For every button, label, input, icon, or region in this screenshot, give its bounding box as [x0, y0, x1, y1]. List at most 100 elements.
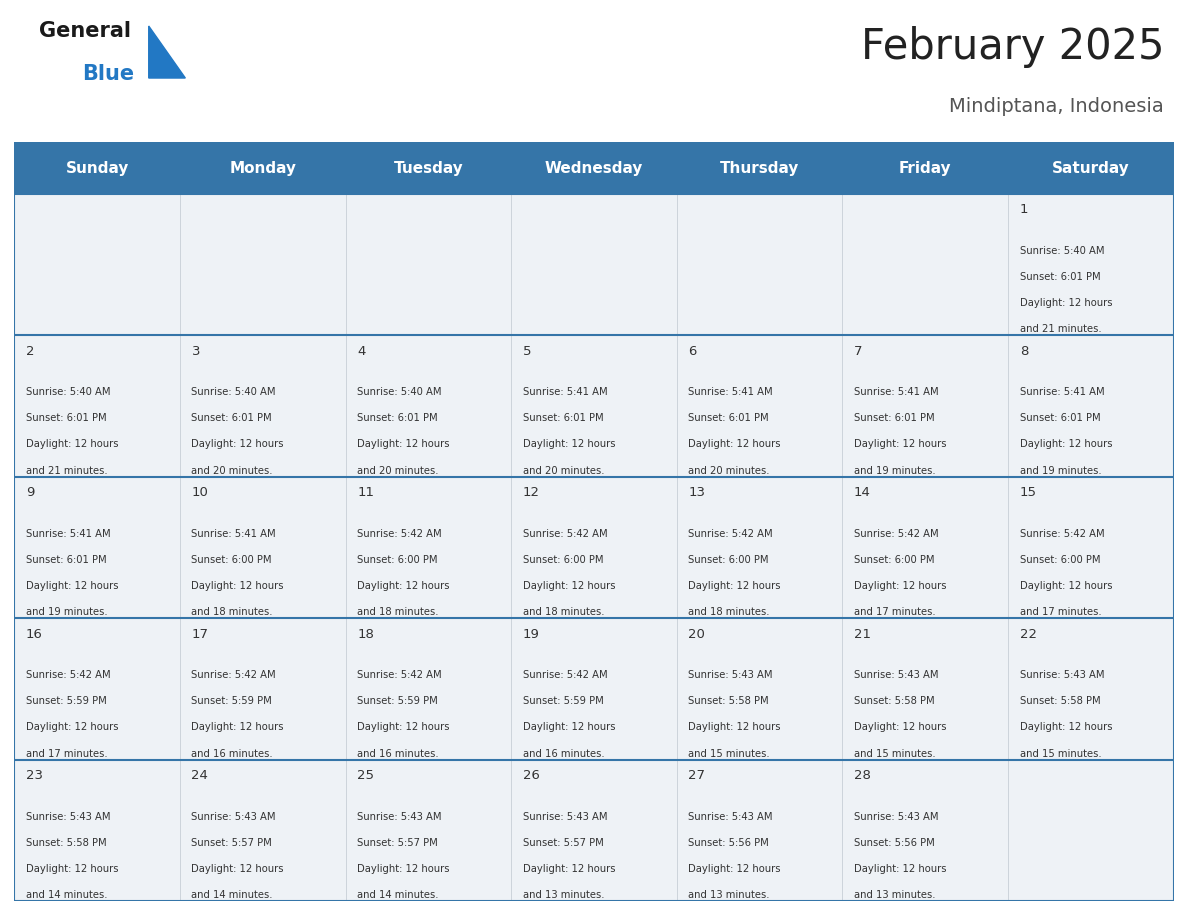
- Text: 14: 14: [854, 486, 871, 499]
- Text: and 14 minutes.: and 14 minutes.: [26, 890, 107, 901]
- Text: Sunrise: 5:42 AM: Sunrise: 5:42 AM: [358, 529, 442, 539]
- Text: Sunset: 6:01 PM: Sunset: 6:01 PM: [1019, 272, 1100, 282]
- Text: and 18 minutes.: and 18 minutes.: [358, 607, 438, 617]
- Text: 12: 12: [523, 486, 539, 499]
- Text: 11: 11: [358, 486, 374, 499]
- Text: Sunrise: 5:43 AM: Sunrise: 5:43 AM: [688, 670, 773, 680]
- Text: 20: 20: [688, 628, 706, 641]
- Text: Sunrise: 5:40 AM: Sunrise: 5:40 AM: [1019, 245, 1104, 255]
- Text: Sunset: 6:00 PM: Sunset: 6:00 PM: [1019, 554, 1100, 565]
- Text: and 18 minutes.: and 18 minutes.: [191, 607, 273, 617]
- Text: Daylight: 12 hours: Daylight: 12 hours: [854, 864, 947, 874]
- Text: 3: 3: [191, 344, 200, 357]
- Text: and 15 minutes.: and 15 minutes.: [1019, 748, 1101, 758]
- Text: and 19 minutes.: and 19 minutes.: [854, 465, 936, 476]
- Text: 23: 23: [26, 769, 43, 782]
- Text: Daylight: 12 hours: Daylight: 12 hours: [523, 581, 615, 591]
- Text: General: General: [39, 21, 131, 41]
- Bar: [14, 335, 1174, 477]
- Text: and 18 minutes.: and 18 minutes.: [688, 607, 770, 617]
- Text: 28: 28: [854, 769, 871, 782]
- Text: Sunrise: 5:42 AM: Sunrise: 5:42 AM: [1019, 529, 1105, 539]
- Bar: [14, 619, 1174, 760]
- Bar: [14, 477, 1174, 619]
- Text: 26: 26: [523, 769, 539, 782]
- Text: Daylight: 12 hours: Daylight: 12 hours: [358, 581, 449, 591]
- Bar: [14, 142, 1174, 194]
- Text: 2: 2: [26, 344, 34, 357]
- Text: 8: 8: [1019, 344, 1028, 357]
- Text: 16: 16: [26, 628, 43, 641]
- Text: Sunrise: 5:41 AM: Sunrise: 5:41 AM: [1019, 387, 1105, 397]
- Text: and 19 minutes.: and 19 minutes.: [26, 607, 107, 617]
- Text: Sunset: 6:00 PM: Sunset: 6:00 PM: [523, 554, 604, 565]
- Text: Mindiptana, Indonesia: Mindiptana, Indonesia: [949, 97, 1164, 117]
- Text: Sunset: 5:59 PM: Sunset: 5:59 PM: [26, 696, 107, 706]
- Text: Sunrise: 5:40 AM: Sunrise: 5:40 AM: [26, 387, 110, 397]
- Text: and 20 minutes.: and 20 minutes.: [523, 465, 605, 476]
- Text: Sunrise: 5:42 AM: Sunrise: 5:42 AM: [854, 529, 939, 539]
- Text: and 21 minutes.: and 21 minutes.: [1019, 324, 1101, 334]
- Text: Sunset: 5:58 PM: Sunset: 5:58 PM: [688, 696, 769, 706]
- Bar: [14, 194, 1174, 335]
- Text: Sunset: 5:57 PM: Sunset: 5:57 PM: [358, 838, 438, 847]
- Text: Daylight: 12 hours: Daylight: 12 hours: [191, 722, 284, 733]
- Text: Sunrise: 5:41 AM: Sunrise: 5:41 AM: [854, 387, 939, 397]
- Text: Daylight: 12 hours: Daylight: 12 hours: [358, 722, 449, 733]
- Text: 22: 22: [1019, 628, 1037, 641]
- Text: Sunset: 5:59 PM: Sunset: 5:59 PM: [191, 696, 272, 706]
- Text: Daylight: 12 hours: Daylight: 12 hours: [854, 440, 947, 450]
- Text: Sunset: 6:00 PM: Sunset: 6:00 PM: [358, 554, 437, 565]
- Text: Sunrise: 5:43 AM: Sunrise: 5:43 AM: [854, 812, 939, 822]
- Text: Sunset: 6:01 PM: Sunset: 6:01 PM: [26, 413, 107, 423]
- Text: 9: 9: [26, 486, 34, 499]
- Text: 21: 21: [854, 628, 871, 641]
- Text: Sunrise: 5:43 AM: Sunrise: 5:43 AM: [191, 812, 276, 822]
- Text: Sunrise: 5:43 AM: Sunrise: 5:43 AM: [688, 812, 773, 822]
- Text: Sunset: 5:56 PM: Sunset: 5:56 PM: [854, 838, 935, 847]
- Text: Sunset: 5:56 PM: Sunset: 5:56 PM: [688, 838, 769, 847]
- Text: Friday: Friday: [899, 161, 952, 175]
- Text: and 13 minutes.: and 13 minutes.: [854, 890, 936, 901]
- Text: 25: 25: [358, 769, 374, 782]
- Text: 13: 13: [688, 486, 706, 499]
- Text: Sunset: 6:00 PM: Sunset: 6:00 PM: [854, 554, 935, 565]
- Text: 6: 6: [688, 344, 697, 357]
- Text: 10: 10: [191, 486, 208, 499]
- Text: Sunset: 5:59 PM: Sunset: 5:59 PM: [358, 696, 438, 706]
- Text: Sunset: 6:00 PM: Sunset: 6:00 PM: [191, 554, 272, 565]
- Text: Sunrise: 5:40 AM: Sunrise: 5:40 AM: [358, 387, 442, 397]
- Text: and 14 minutes.: and 14 minutes.: [191, 890, 273, 901]
- Text: Sunset: 5:59 PM: Sunset: 5:59 PM: [523, 696, 604, 706]
- Text: Daylight: 12 hours: Daylight: 12 hours: [26, 581, 119, 591]
- Polygon shape: [148, 26, 185, 78]
- Text: Daylight: 12 hours: Daylight: 12 hours: [688, 581, 781, 591]
- Text: and 16 minutes.: and 16 minutes.: [523, 748, 605, 758]
- Text: Sunset: 6:01 PM: Sunset: 6:01 PM: [26, 554, 107, 565]
- Text: Daylight: 12 hours: Daylight: 12 hours: [1019, 440, 1112, 450]
- Text: 7: 7: [854, 344, 862, 357]
- Text: Daylight: 12 hours: Daylight: 12 hours: [191, 864, 284, 874]
- Text: Sunrise: 5:42 AM: Sunrise: 5:42 AM: [191, 670, 276, 680]
- Text: Sunrise: 5:42 AM: Sunrise: 5:42 AM: [523, 670, 607, 680]
- Text: Daylight: 12 hours: Daylight: 12 hours: [688, 440, 781, 450]
- Text: Daylight: 12 hours: Daylight: 12 hours: [854, 722, 947, 733]
- Text: Sunrise: 5:41 AM: Sunrise: 5:41 AM: [26, 529, 110, 539]
- Text: Daylight: 12 hours: Daylight: 12 hours: [358, 864, 449, 874]
- Text: Sunrise: 5:42 AM: Sunrise: 5:42 AM: [523, 529, 607, 539]
- Text: Daylight: 12 hours: Daylight: 12 hours: [523, 722, 615, 733]
- Text: Sunrise: 5:41 AM: Sunrise: 5:41 AM: [688, 387, 773, 397]
- Text: and 13 minutes.: and 13 minutes.: [523, 890, 605, 901]
- Text: Sunset: 6:01 PM: Sunset: 6:01 PM: [688, 413, 769, 423]
- Text: and 18 minutes.: and 18 minutes.: [523, 607, 605, 617]
- Text: 15: 15: [1019, 486, 1037, 499]
- Text: Sunrise: 5:43 AM: Sunrise: 5:43 AM: [1019, 670, 1104, 680]
- Text: Daylight: 12 hours: Daylight: 12 hours: [358, 440, 449, 450]
- Text: 18: 18: [358, 628, 374, 641]
- Text: and 20 minutes.: and 20 minutes.: [358, 465, 438, 476]
- Text: Sunset: 5:57 PM: Sunset: 5:57 PM: [191, 838, 272, 847]
- Text: Sunset: 5:58 PM: Sunset: 5:58 PM: [854, 696, 935, 706]
- Text: Blue: Blue: [82, 64, 134, 84]
- Text: Saturday: Saturday: [1053, 161, 1130, 175]
- Text: Daylight: 12 hours: Daylight: 12 hours: [523, 864, 615, 874]
